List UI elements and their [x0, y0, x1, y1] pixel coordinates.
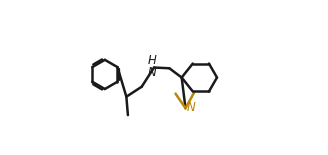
Text: N: N — [187, 101, 195, 114]
Text: H
N: H N — [147, 54, 156, 79]
